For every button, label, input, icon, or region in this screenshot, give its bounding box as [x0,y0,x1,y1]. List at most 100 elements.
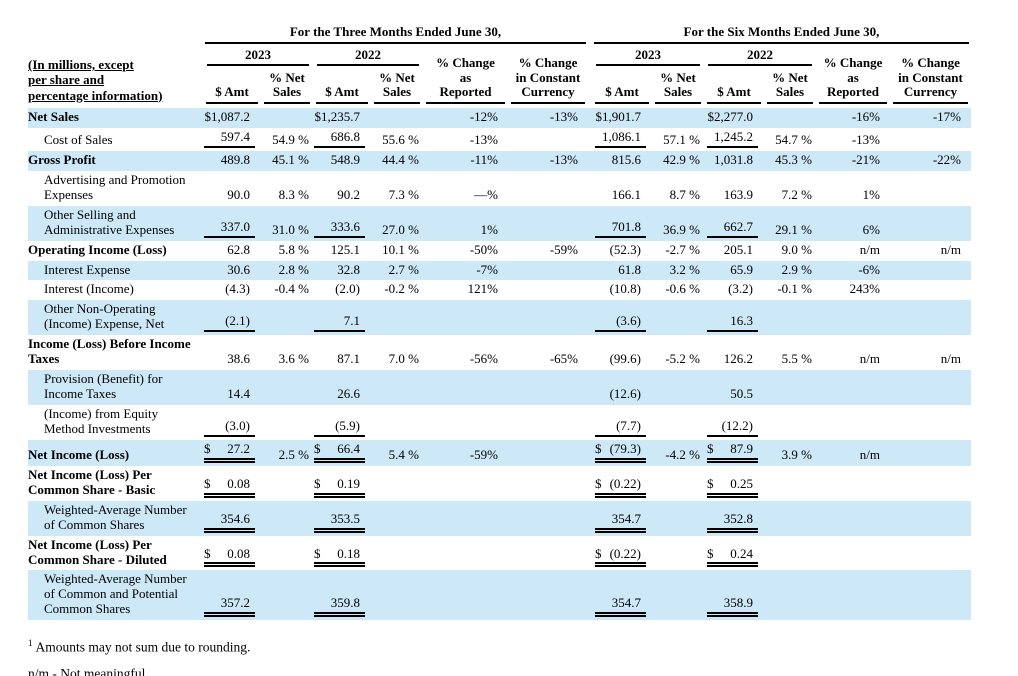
value-cell: -59% [469,446,498,462]
year-header-3mo-2022: 2022 [317,47,419,66]
value-cell: 45.1 % [272,151,309,167]
value-cell: 353.5 [313,511,371,533]
table-row: Operating Income (Loss) 62.8 5.8 % 125.1 10.… [28,241,971,261]
value-cell: (5.9) [313,418,371,437]
value-cell: $1,087.2 [204,109,251,124]
table-row: Weighted-Average Number of Common Shares… [28,500,971,536]
value-cell: 8.3 % [278,186,309,202]
row-label: Other Non-Operating (Income) Expense, Ne… [44,301,165,332]
value-cell: 333.6 [313,219,371,238]
value-cell: 548.9 [330,151,360,167]
row-label: Operating Income (Loss) [28,241,167,257]
value-cell: $ (79.3) [592,441,652,463]
column-header-amt-6mo-2022: $ Amt [707,85,761,104]
value-cell: 243% [849,281,880,297]
value-cell: (99.6) [609,351,641,367]
value-cell: 815.6 [611,151,641,167]
year-header-6mo-2023: 2023 [596,47,700,66]
row-label: Advertising and Promotion Expenses [44,171,186,202]
column-header-pct-net-sales-6mo-2023: % Net Sales [655,70,701,104]
value-cell: 3.6 % [278,351,309,367]
footnote-nm: n/m - Not meaningful [28,665,1018,676]
footnote-text: n/m - Not meaningful [28,666,146,676]
value-cell: 62.8 [227,241,250,257]
table-row: Weighted-Average Number of Common and Po… [28,570,971,621]
value-cell: 354.6 [203,511,261,533]
table-row: Provision (Benefit) for Income Taxes 14.4… [28,370,971,405]
value-cell: 1% [862,186,880,202]
footnote-superscript: 1 [28,638,33,649]
table-row: Advertising and Promotion Expenses 90.0 8.… [28,171,971,206]
value-cell: -21% [851,151,880,167]
value-cell: 29.1 % [775,221,812,237]
value-cell: 2.8 % [278,261,309,277]
year-header-6mo-2022: 2022 [708,47,812,66]
row-label: (Income) from Equity Method Investments [44,406,159,436]
period-header-three-months: For the Three Months Ended June 30, [205,24,586,44]
column-header-pct-change-reported-6mo: % Change as Reported [819,56,887,104]
value-cell: 7.2 % [781,186,812,202]
row-label: Net Sales [28,109,79,124]
value-cell: 42.9 % [663,151,700,167]
table-row: Other Selling and Administrative Expense… [28,205,971,241]
value-cell: $0.24 [704,546,764,568]
value-cell: 90.0 [227,186,250,202]
column-header-pct-change-constant-6mo: % Change in Constant Currency [893,56,968,104]
row-label: Gross Profit [28,151,96,167]
value-cell: n/m [940,241,961,257]
value-cell: 14.4 [227,386,250,402]
value-cell: 352.8 [704,511,764,533]
value-cell: -13% [469,131,498,147]
value-cell: -59% [549,241,578,257]
footnotes: 1 Amounts may not sum due to rounding. n/… [28,638,1018,676]
value-cell: $ (0.22) [592,546,652,568]
value-cell: (12.6) [609,386,641,402]
value-cell: n/m [859,241,880,257]
value-cell: $1,235.7 [314,109,361,124]
value-cell: $0.18 [313,546,371,568]
table-row: Income (Loss) Before Income Taxes 38.6 3.6… [28,335,971,370]
row-label: Net Income (Loss) [28,446,130,462]
period-header-six-months: For the Six Months Ended June 30, [594,24,969,44]
value-cell: —% [474,186,498,202]
value-cell: -0.6 % [665,281,700,297]
value-cell: (2.0) [335,281,360,297]
table-row: Interest Expense 30.6 2.8 % 32.8 2.7 % -7% 61.… [28,260,971,281]
value-cell: $ (0.22) [592,476,652,498]
value-cell: -7% [476,261,498,277]
value-cell: -5.2 % [665,351,700,367]
value-cell: -16% [851,109,880,124]
value-cell: 32.8 [337,261,360,277]
table-row: Net Income (Loss) $27.2 2.5 % $66.4 5.4 % -59… [28,439,971,466]
value-cell: (4.3) [225,281,250,297]
income-statement-table: (In millions, except per share and perce… [28,16,971,621]
column-header-pct-change-constant-3mo: % Change in Constant Currency [511,56,585,104]
value-cell: 31.0 % [272,221,309,237]
value-cell: (52.3) [609,241,641,257]
value-cell: 359.8 [313,595,371,618]
value-cell: $0.08 [203,476,261,498]
row-label: Other Selling and Administrative Expense… [44,206,175,237]
table-row: Other Non-Operating (Income) Expense, Ne… [28,300,971,336]
value-cell: 90.2 [337,186,360,202]
value-cell: -13% [549,151,578,167]
value-cell: 662.7 [704,219,764,238]
value-cell: $0.08 [203,546,261,568]
value-cell: 125.1 [330,241,360,257]
value-cell: 36.9 % [663,221,700,237]
value-cell: 1% [480,221,498,237]
value-cell: 54.9 % [272,131,309,147]
value-cell: $27.2 [203,441,261,463]
value-cell: -56% [469,351,498,367]
value-cell: -22% [932,151,961,167]
value-cell: -11% [470,151,498,167]
value-cell: 9.0 % [781,241,812,257]
value-cell: 16.3 [704,313,764,333]
value-cell: 2.7 % [388,261,419,277]
row-label: Provision (Benefit) for Income Taxes [44,371,163,402]
row-label: Weighted-Average Number of Common and Po… [44,571,187,617]
value-cell: (12.2) [704,418,764,437]
value-cell: 163.9 [723,186,753,202]
value-cell: 5.8 % [278,241,309,257]
footnote-rounding: 1 Amounts may not sum due to rounding. [28,638,1018,656]
